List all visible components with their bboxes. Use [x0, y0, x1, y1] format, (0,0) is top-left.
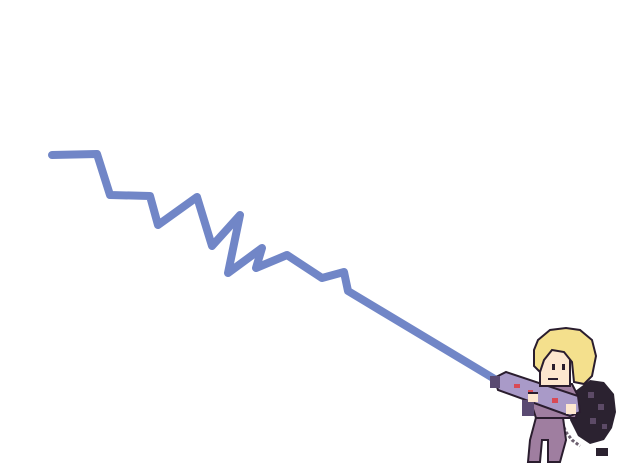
character-hands [528, 392, 576, 414]
right-eye-icon [562, 364, 565, 370]
mouth-icon [548, 378, 558, 380]
left-eye-icon [552, 364, 555, 370]
blonde-hair-icon [533, 326, 598, 386]
character-legs [526, 409, 608, 463]
beam-stroke [48, 150, 502, 385]
energy-beam [48, 150, 502, 385]
ghost-hunter-character [490, 326, 616, 463]
